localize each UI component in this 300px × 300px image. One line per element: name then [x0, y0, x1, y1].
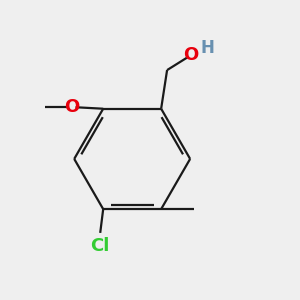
Text: Cl: Cl: [91, 237, 110, 255]
Text: O: O: [183, 46, 199, 64]
Text: H: H: [200, 39, 214, 57]
Text: O: O: [64, 98, 80, 116]
